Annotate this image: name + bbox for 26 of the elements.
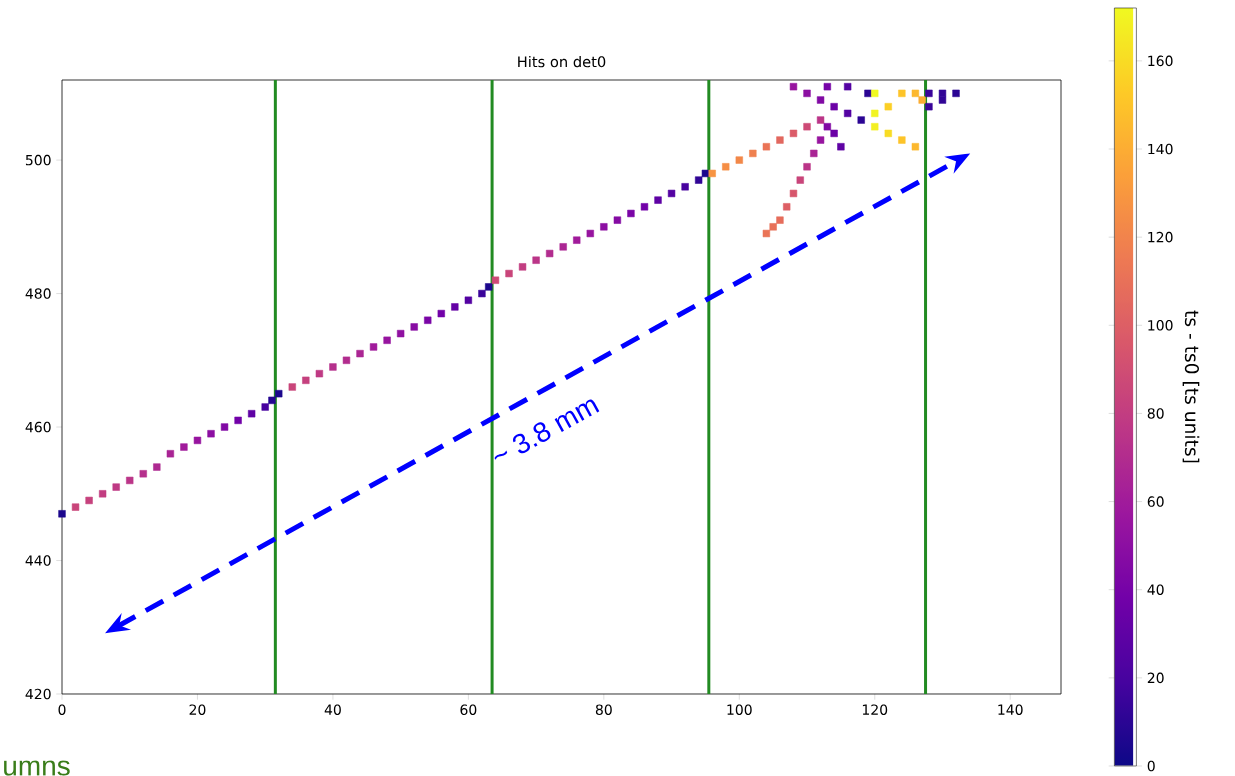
annotation: ~ 3.8 mm (494, 399, 600, 460)
color-bar-label: 80 (1147, 408, 1164, 419)
y-tick-label: 480 (25, 288, 51, 299)
y-tick-label: 460 (25, 421, 51, 433)
x-tick-label: 60 (460, 704, 477, 716)
color-bar-label: 40 (1147, 584, 1164, 596)
color-bar-label: 120 (1148, 231, 1173, 243)
color-bar-label: 140 (1148, 143, 1173, 155)
color-bar-label: 20 (1147, 672, 1164, 684)
x-tick-label: 0 (58, 704, 66, 716)
color-bar-label: 0 (1147, 760, 1155, 772)
x-tick-label: 80 (595, 704, 612, 716)
x-tick-label: 140 (998, 704, 1023, 716)
y-tick-label: 440 (25, 555, 51, 566)
x-tick-label: 120 (862, 704, 888, 716)
y-tick-label: 500 (25, 154, 51, 166)
color-bar-label: 100 (1148, 320, 1173, 331)
chart-title: Hits on det0 (518, 56, 606, 68)
y-tick-label: 420 (25, 688, 51, 700)
text: umns (4, 760, 70, 776)
x-tick-label: 20 (189, 704, 206, 716)
x-tick-label: 100 (727, 704, 752, 716)
color-bar-label: 60 (1147, 496, 1164, 507)
color-bar-title: ts - ts0 [ts units] (1182, 310, 1200, 463)
color-bar-label: 160 (1148, 55, 1173, 67)
x-tick-label: 40 (324, 704, 341, 716)
